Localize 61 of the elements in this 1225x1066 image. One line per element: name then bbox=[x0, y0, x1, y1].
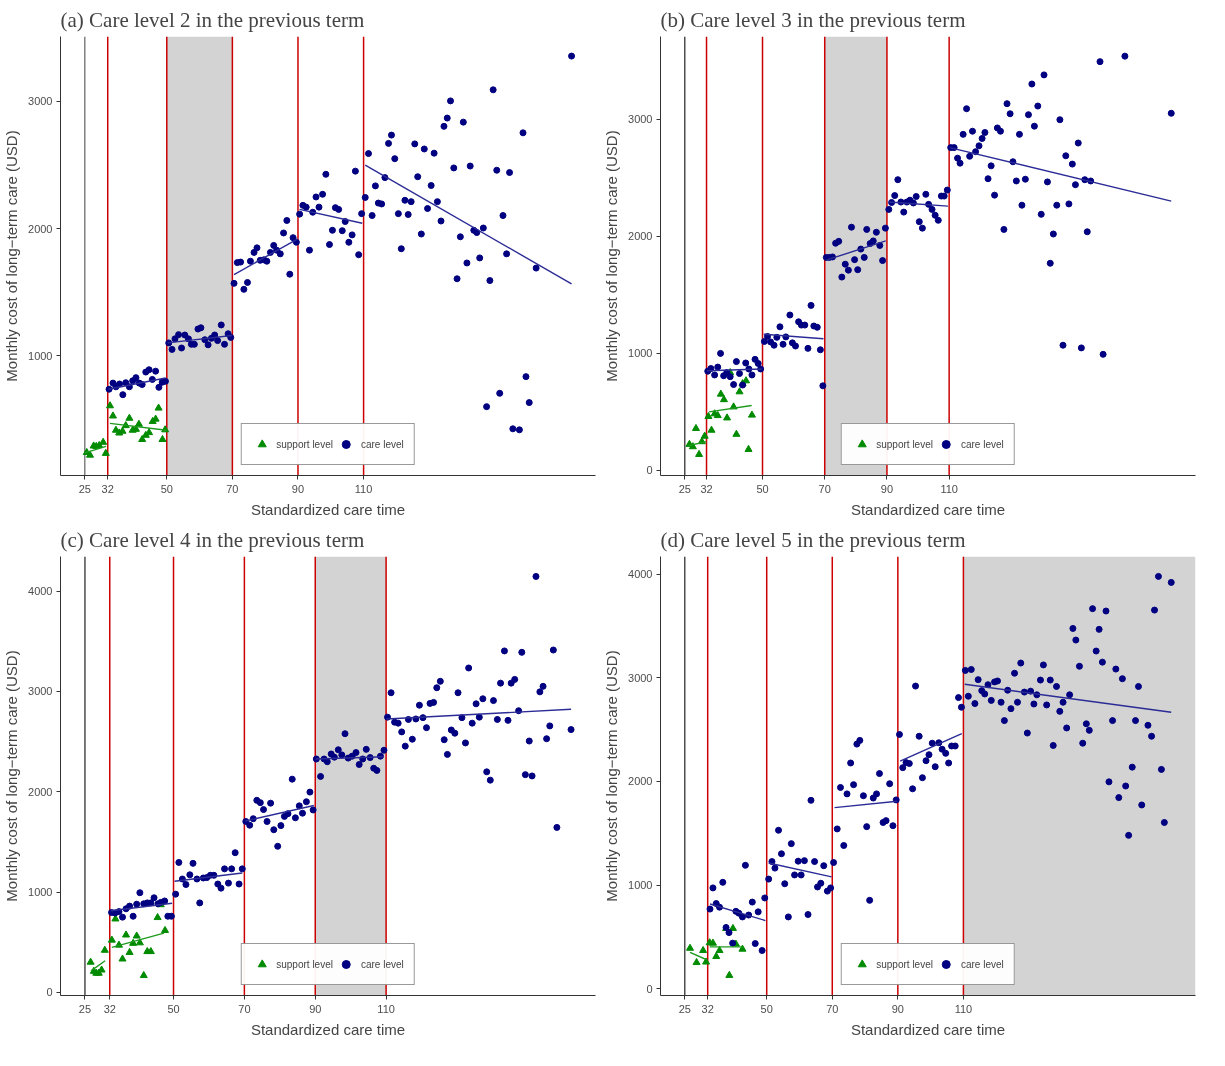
y-tick-label: 3000 bbox=[628, 113, 653, 126]
x-axis-title: Standardized care time bbox=[250, 1020, 406, 1038]
x-tick-label: 25 bbox=[678, 1002, 691, 1015]
x-tick-label: 50 bbox=[160, 482, 173, 495]
x-tick-label: 50 bbox=[760, 1002, 773, 1015]
x-tick-label: 110 bbox=[377, 1002, 395, 1015]
chart-title: (b) Care level 3 in the previous term bbox=[660, 7, 966, 32]
x-tick-label: 70 bbox=[818, 482, 831, 495]
legend-label: support level bbox=[876, 958, 933, 970]
chart-title: (d) Care level 5 in the previous term bbox=[660, 527, 966, 552]
y-tick-label: 0 bbox=[646, 982, 653, 995]
chart-title: (c) Care level 4 in the previous term bbox=[60, 527, 365, 552]
y-tick-label: 4000 bbox=[28, 585, 53, 598]
y-tick-label: 1000 bbox=[28, 886, 53, 899]
legend-label: care level bbox=[960, 438, 1004, 450]
legend-label: care level bbox=[360, 958, 404, 970]
x-tick-label: 50 bbox=[756, 482, 769, 495]
x-tick-label: 25 bbox=[78, 482, 91, 495]
x-tick-label: 32 bbox=[701, 1002, 714, 1015]
x-tick-label: 50 bbox=[167, 1002, 180, 1015]
x-tick-label: 70 bbox=[226, 482, 239, 495]
x-tick-label: 25 bbox=[78, 1002, 92, 1015]
y-tick-label: 2000 bbox=[628, 230, 653, 243]
y-axis-title: Monthly cost of long−term care (USD) bbox=[3, 650, 21, 902]
y-tick-label: 2000 bbox=[28, 785, 53, 798]
x-tick-label: 70 bbox=[826, 1002, 839, 1015]
x-tick-label: 32 bbox=[101, 482, 114, 495]
y-axis-title: Monthly cost of long−term care (USD) bbox=[603, 650, 621, 902]
x-tick-label: 110 bbox=[940, 482, 958, 495]
legend-label: support level bbox=[276, 958, 333, 970]
y-tick-label: 4000 bbox=[628, 568, 653, 581]
x-tick-label: 70 bbox=[238, 1002, 251, 1015]
x-axis-title: Standardized care time bbox=[250, 500, 406, 518]
x-tick-label: 110 bbox=[354, 482, 373, 495]
y-tick-label: 0 bbox=[646, 464, 653, 477]
y-tick-label: 3000 bbox=[28, 685, 53, 698]
legend-label: care level bbox=[960, 958, 1004, 970]
x-tick-label: 90 bbox=[880, 482, 894, 495]
y-tick-label: 1000 bbox=[28, 349, 53, 362]
y-axis-title: Monthly cost of long−term care (USD) bbox=[3, 130, 21, 382]
legend-label: care level bbox=[360, 438, 404, 450]
x-tick-label: 32 bbox=[103, 1002, 116, 1015]
x-tick-label: 90 bbox=[291, 482, 305, 495]
y-tick-label: 2000 bbox=[628, 775, 653, 788]
x-tick-label: 110 bbox=[954, 1002, 973, 1015]
y-tick-label: 2000 bbox=[28, 222, 53, 235]
y-axis-title: Monthly cost of long−term care (USD) bbox=[603, 130, 621, 382]
x-axis-title: Standardized care time bbox=[850, 500, 1006, 518]
x-tick-label: 90 bbox=[891, 1002, 904, 1015]
x-tick-label: 90 bbox=[309, 1002, 322, 1015]
legend-label: support level bbox=[276, 438, 333, 450]
y-tick-label: 1000 bbox=[628, 347, 653, 360]
y-tick-label: 3000 bbox=[628, 671, 653, 684]
chart-title: (a) Care level 2 in the previous term bbox=[60, 7, 365, 32]
y-tick-label: 1000 bbox=[628, 879, 653, 892]
y-tick-label: 3000 bbox=[28, 95, 53, 108]
legend-label: support level bbox=[876, 438, 933, 450]
x-tick-label: 25 bbox=[678, 482, 691, 495]
x-tick-label: 32 bbox=[700, 482, 713, 495]
x-axis-title: Standardized care time bbox=[850, 1020, 1006, 1038]
y-tick-label: 0 bbox=[46, 986, 53, 999]
